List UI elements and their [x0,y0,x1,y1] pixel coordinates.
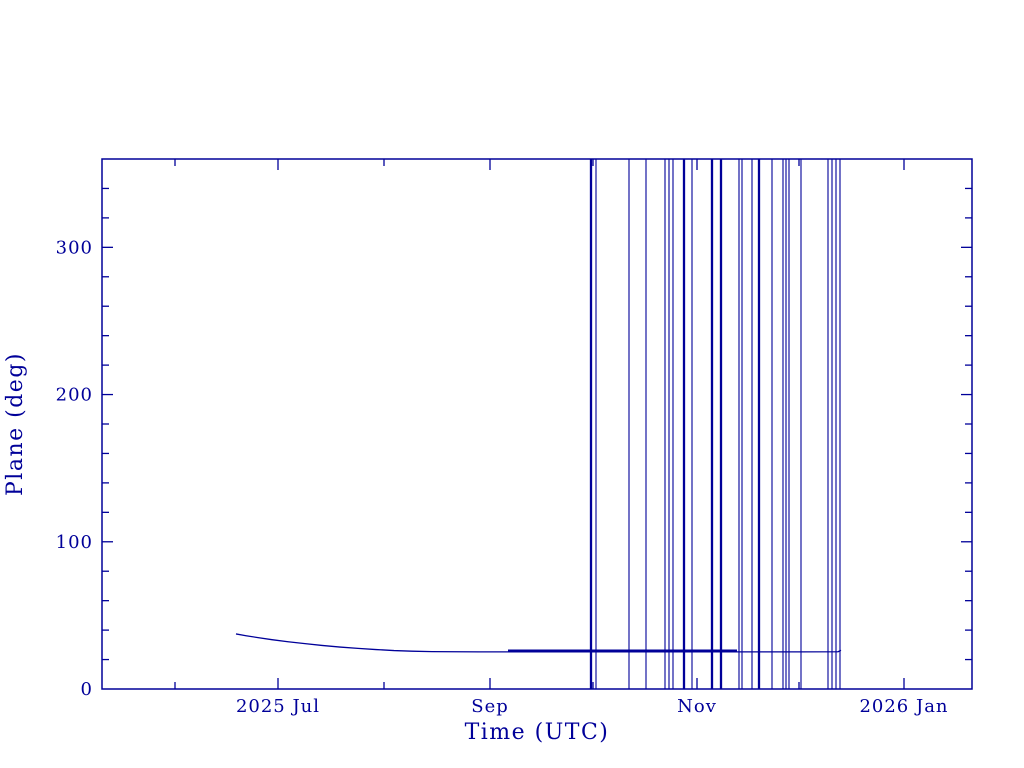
plot-frame [101,158,973,690]
y-tick-label: 0 [81,679,93,700]
x-tick-label: Sep [471,696,509,717]
y-tick-label: 200 [56,385,93,406]
x-tick-label: Nov [677,696,717,717]
y-tick-label: 300 [56,237,93,258]
plane-angle-curve [235,633,842,653]
x-tick-label: 2026 Jan [859,696,948,717]
x-axis-title: Time (UTC) [465,720,610,745]
y-axis-title: Plane (deg) [3,352,28,496]
y-tick-label: 100 [56,532,93,553]
x-tick-label: 2025 Jul [236,696,320,717]
